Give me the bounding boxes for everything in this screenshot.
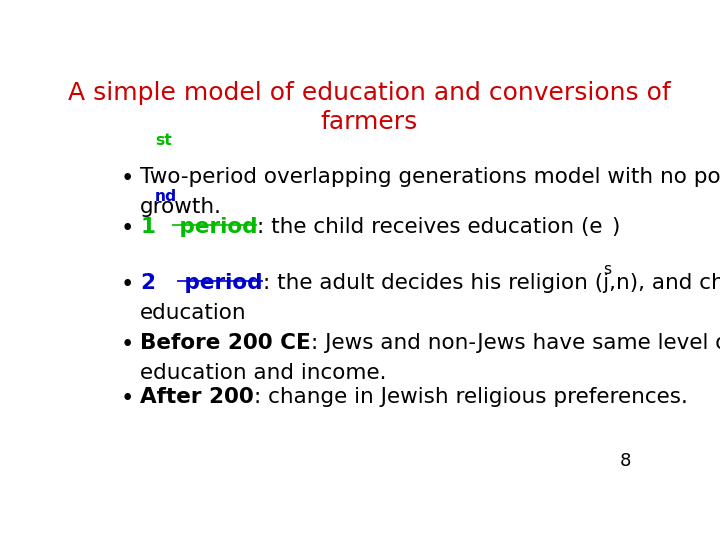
Text: ): ) (611, 217, 619, 237)
Text: : Jews and non-Jews have same level of: : Jews and non-Jews have same level of (311, 333, 720, 353)
Text: period: period (177, 273, 263, 293)
Text: : the adult decides his religion (j,n), and child's: : the adult decides his religion (j,n), … (263, 273, 720, 293)
Text: : change in Jewish religious preferences.: : change in Jewish religious preferences… (254, 387, 688, 407)
Text: period: period (172, 217, 258, 237)
Text: Two-period overlapping generations model with no pop.: Two-period overlapping generations model… (140, 167, 720, 187)
Text: 2: 2 (140, 273, 156, 293)
Text: s: s (603, 262, 611, 276)
Text: •: • (121, 387, 134, 410)
Text: •: • (121, 217, 134, 240)
Text: •: • (121, 333, 134, 356)
Text: •: • (121, 167, 134, 190)
Text: Before 200 CE: Before 200 CE (140, 333, 311, 353)
Text: 8: 8 (620, 452, 631, 470)
Text: education and income.: education and income. (140, 363, 387, 383)
Text: A simple model of education and conversions of
farmers: A simple model of education and conversi… (68, 82, 670, 134)
Text: After 200: After 200 (140, 387, 254, 407)
Text: : the child receives education (e: : the child receives education (e (258, 217, 603, 237)
Text: st: st (156, 133, 172, 148)
Text: growth.: growth. (140, 197, 222, 217)
Text: education: education (140, 303, 247, 323)
Text: 1: 1 (140, 217, 156, 237)
Text: •: • (121, 273, 134, 296)
Text: nd: nd (156, 189, 177, 204)
